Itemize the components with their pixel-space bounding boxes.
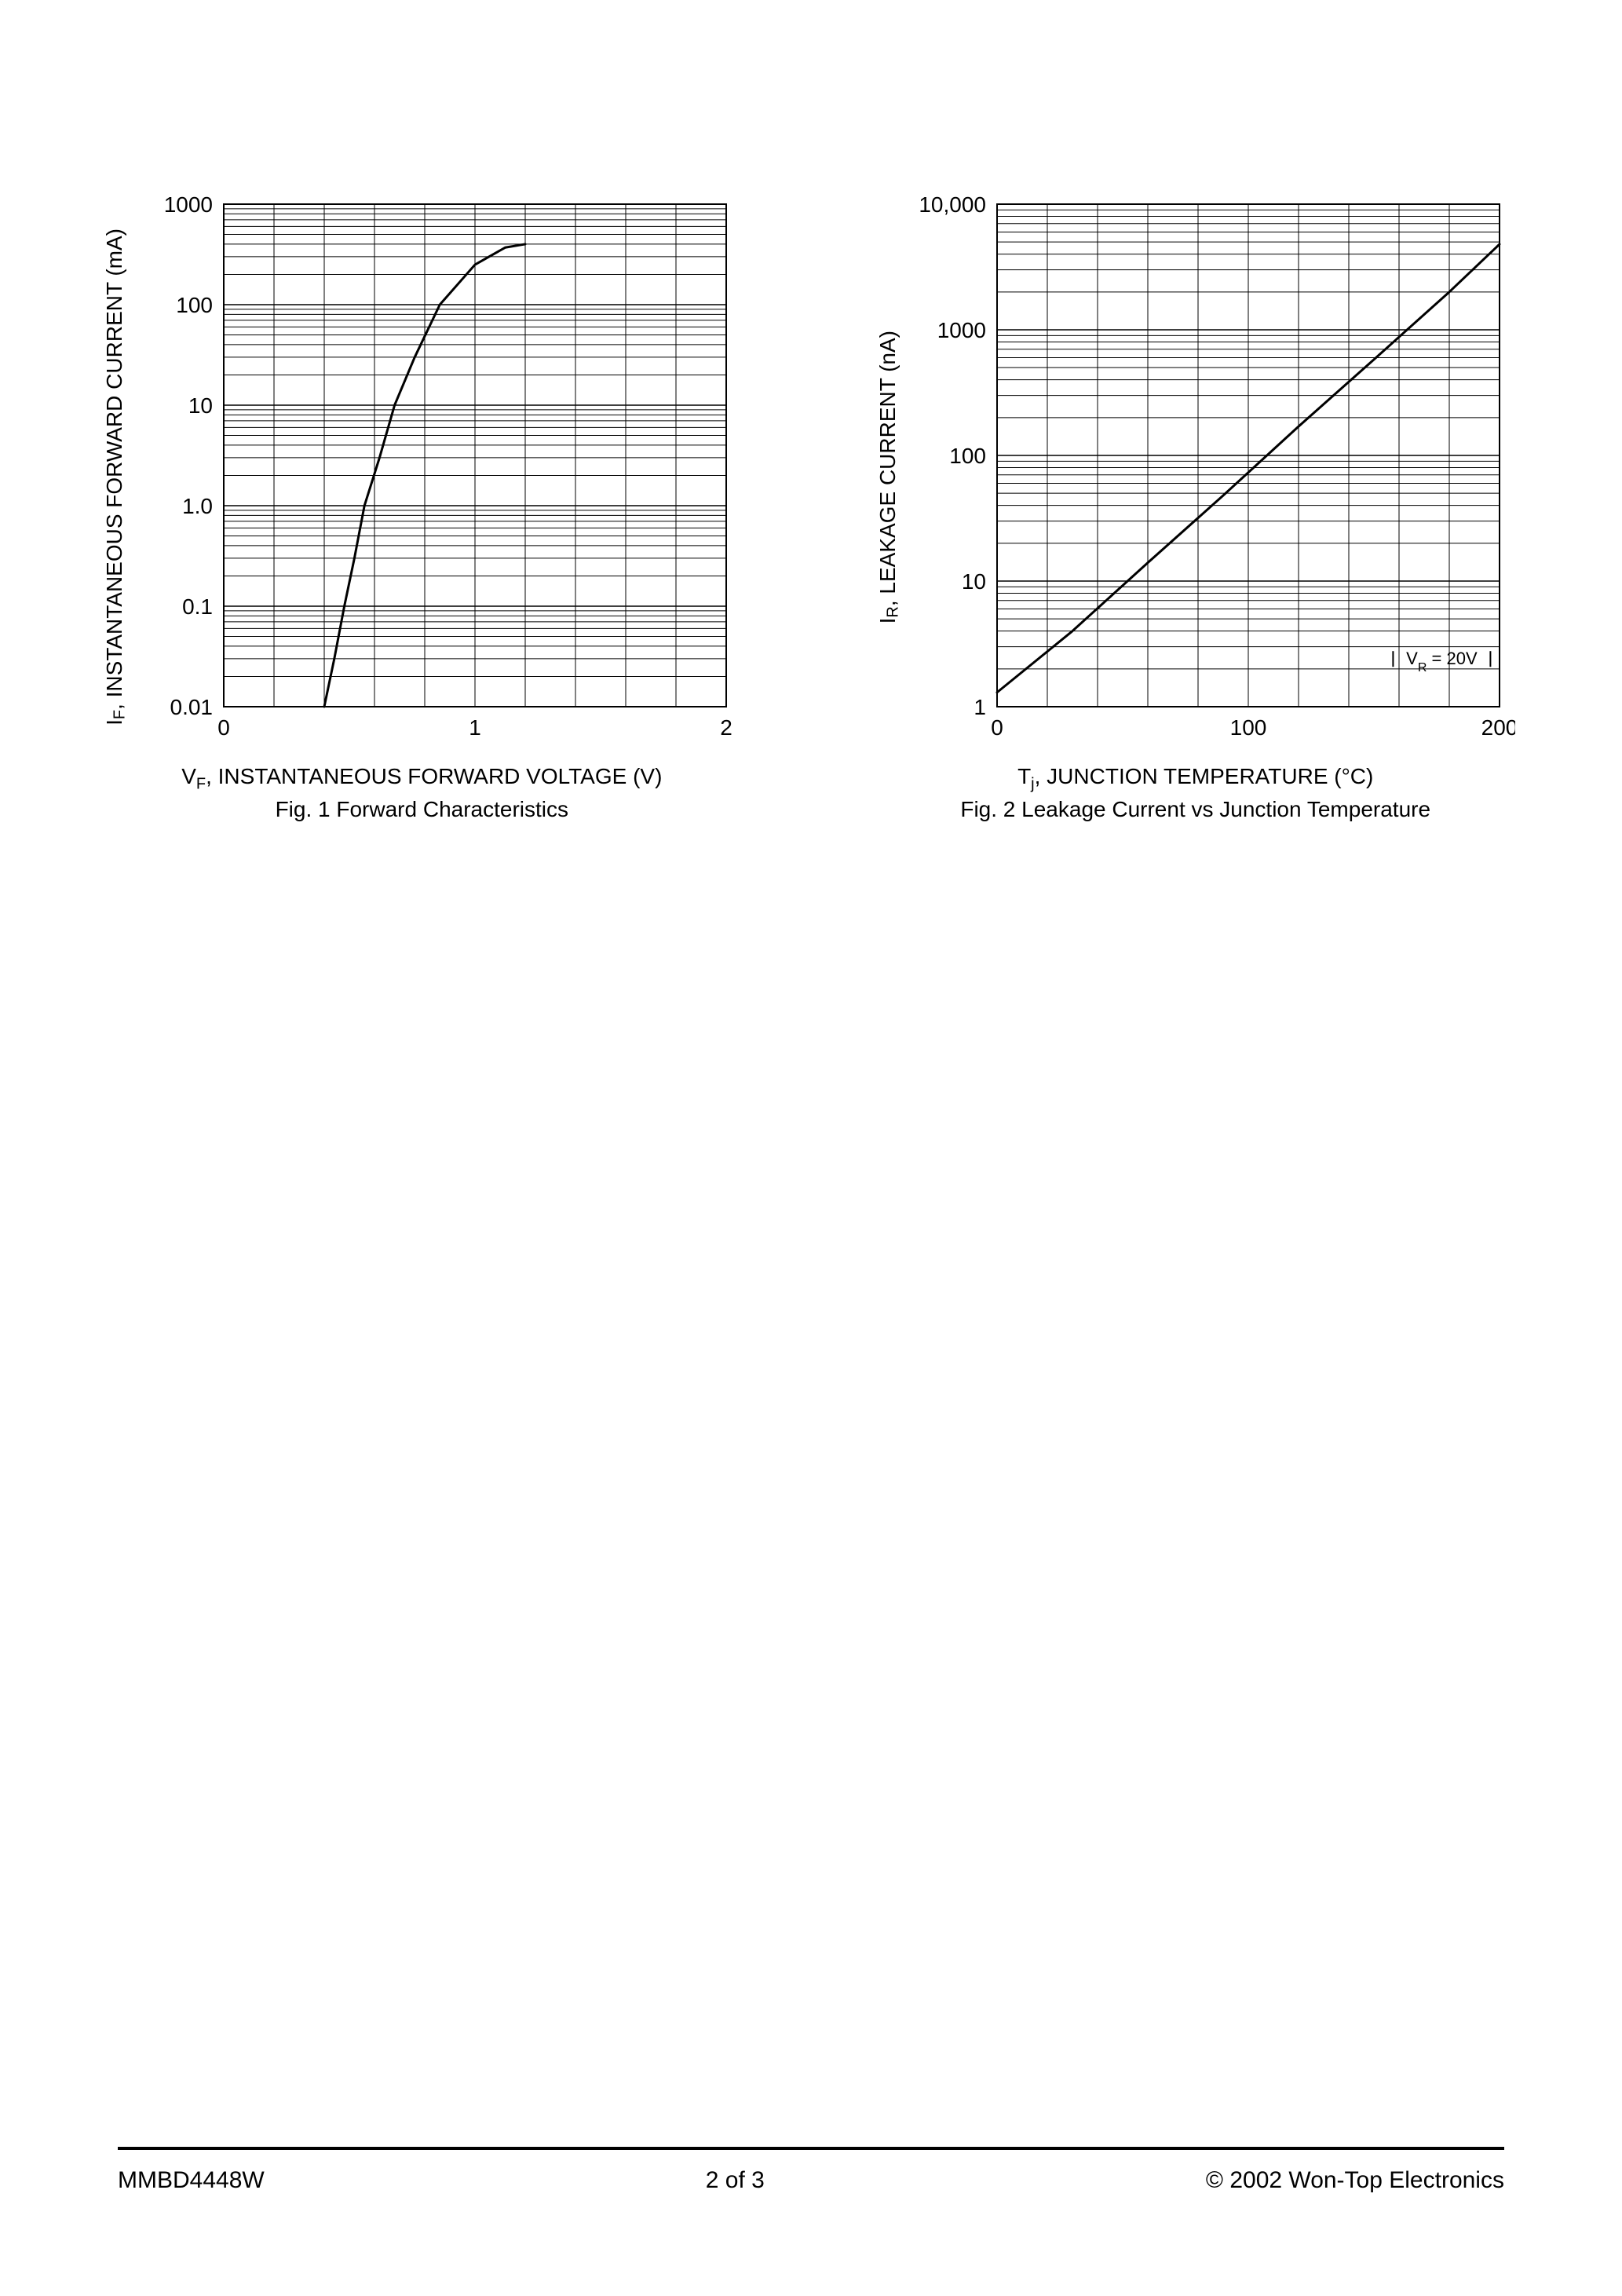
fig2-caption: Fig. 2 Leakage Current vs Junction Tempe…: [960, 797, 1430, 822]
page-footer: MMBD4448W 2 of 3 © 2002 Won-Top Electron…: [118, 2147, 1504, 2194]
fig1-y-axis-label: IF, INSTANTANEOUS FORWARD CURRENT (mA): [102, 229, 130, 726]
fig1-caption: Fig. 1 Forward Characteristics: [276, 797, 568, 822]
footer-page-indicator: 2 of 3: [706, 2167, 765, 2194]
svg-text:100: 100: [176, 293, 213, 317]
fig1-x-axis-label: VF, INSTANTANEOUS FORWARD VOLTAGE (V): [181, 764, 662, 794]
svg-text:0.1: 0.1: [182, 594, 213, 619]
svg-text:10,000: 10,000: [919, 196, 986, 217]
svg-text:100: 100: [1230, 715, 1267, 740]
svg-text:10: 10: [188, 393, 212, 418]
svg-text:10: 10: [962, 569, 986, 594]
svg-text:1000: 1000: [163, 196, 212, 217]
svg-text:1: 1: [469, 715, 481, 740]
svg-text:100: 100: [949, 444, 986, 468]
svg-text:2: 2: [720, 715, 732, 740]
svg-text:1.0: 1.0: [182, 494, 213, 518]
figure-2: IR, LEAKAGE CURRENT (nA) 0 100 200 1 10 100 10…: [875, 196, 1515, 822]
fig2-x-axis-label: Tj, JUNCTION TEMPERATURE (°C): [1017, 764, 1373, 794]
svg-text:0.01: 0.01: [170, 695, 213, 719]
fig2-plot: 0100200110100100010,000VR = 20V: [911, 196, 1515, 758]
fig1-plot: 0 1 2 0.01 0.1 1.0 10 100 1000: [137, 196, 742, 758]
svg-text:200: 200: [1481, 715, 1515, 740]
svg-text:1: 1: [974, 695, 986, 719]
svg-text:0: 0: [217, 715, 230, 740]
svg-text:0: 0: [991, 715, 1003, 740]
figure-1: IF, INSTANTANEOUS FORWARD CURRENT (mA) 0…: [102, 196, 742, 822]
svg-text:1000: 1000: [937, 318, 986, 342]
footer-part-number: MMBD4448W: [118, 2167, 265, 2194]
footer-copyright: © 2002 Won-Top Electronics: [1206, 2167, 1504, 2194]
fig2-y-axis-label: IR, LEAKAGE CURRENT (nA): [875, 331, 903, 623]
